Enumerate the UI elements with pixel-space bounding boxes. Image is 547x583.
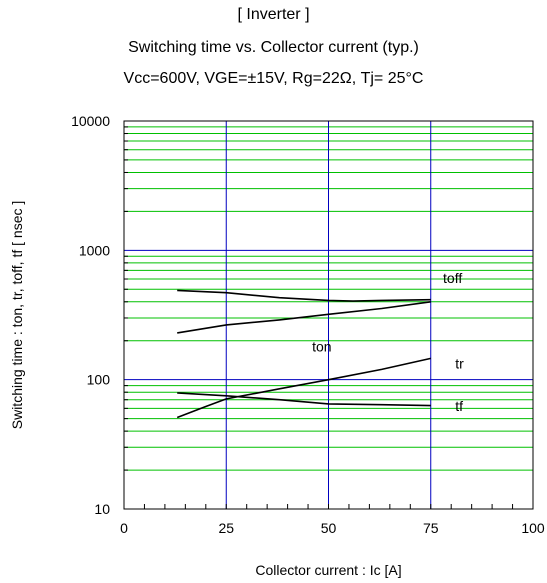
chart-conditions: Vcc=600V, VGE=±15V, Rg=22Ω, Tj= 25°C xyxy=(123,70,424,87)
series-line-ton xyxy=(177,301,431,334)
x-tick-label: 0 xyxy=(120,520,128,536)
x-tick-label: 25 xyxy=(218,520,234,536)
y-tick-label: 100 xyxy=(87,372,111,388)
chart-title: [ Inverter ] xyxy=(237,6,310,23)
y-tick-label: 10 xyxy=(94,501,110,517)
data-series xyxy=(176,289,431,419)
series-label-tr: tr xyxy=(455,355,464,371)
series-line-tf xyxy=(177,392,431,407)
axis-ticks xyxy=(123,126,534,509)
series-line-toff xyxy=(177,289,431,302)
x-tick-label: 100 xyxy=(521,520,545,536)
chart-subtitle: Switching time vs. Collector current (ty… xyxy=(128,39,419,56)
x-axis-title: Collector current : Ic [A] xyxy=(255,562,401,578)
series-label-ton: ton xyxy=(312,339,331,355)
y-tick-label: 10000 xyxy=(71,113,110,129)
y-tick-label: 1000 xyxy=(79,242,110,258)
x-tick-label: 50 xyxy=(321,520,337,536)
series-line-tr xyxy=(176,357,431,419)
series-label-tf: tf xyxy=(455,398,463,414)
series-label-toff: toff xyxy=(443,270,462,286)
y-axis-title: Switching time : ton, tr, toff, tf [ nse… xyxy=(9,201,25,430)
axis-labels: 0 25 50 75 100 10 100 1000 10000 Collector curren… xyxy=(9,113,545,578)
x-tick-label: 75 xyxy=(423,520,439,536)
